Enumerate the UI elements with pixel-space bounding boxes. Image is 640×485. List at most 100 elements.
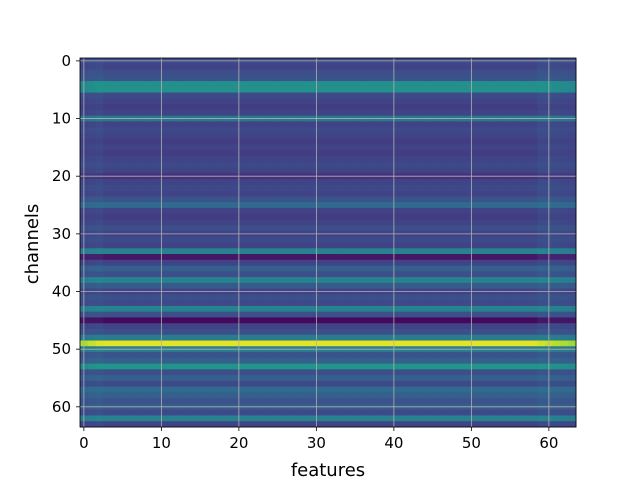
heatmap-cell bbox=[204, 109, 213, 117]
heatmap-cell bbox=[297, 311, 306, 318]
heatmap-cell bbox=[366, 179, 375, 186]
heatmap-cell bbox=[521, 150, 530, 157]
heatmap-cell bbox=[87, 375, 96, 382]
heatmap-cell bbox=[103, 190, 112, 197]
heatmap-cell bbox=[118, 254, 127, 261]
heatmap-cell bbox=[475, 104, 484, 111]
heatmap-cell bbox=[459, 415, 468, 422]
heatmap-cell bbox=[351, 92, 360, 99]
heatmap-cell bbox=[165, 144, 174, 151]
heatmap-cell bbox=[126, 109, 135, 117]
heatmap-cell bbox=[258, 167, 267, 174]
heatmap-cell bbox=[351, 144, 360, 151]
heatmap-cell bbox=[118, 98, 127, 105]
heatmap-cell bbox=[304, 300, 313, 307]
heatmap-cell bbox=[413, 282, 422, 290]
heatmap-cell bbox=[452, 282, 461, 290]
heatmap-cell bbox=[258, 421, 267, 428]
heatmap-cell bbox=[111, 63, 120, 71]
heatmap-cell bbox=[475, 179, 484, 186]
heatmap-cell bbox=[405, 415, 414, 422]
heatmap-cell bbox=[87, 248, 96, 255]
heatmap-cell bbox=[118, 392, 127, 399]
heatmap-cell bbox=[428, 271, 437, 278]
heatmap-cell bbox=[126, 75, 135, 82]
heatmap-cell bbox=[126, 380, 135, 388]
heatmap-cell bbox=[188, 369, 197, 376]
heatmap-cell bbox=[134, 340, 143, 347]
heatmap-cell bbox=[452, 207, 461, 215]
heatmap-cell bbox=[405, 202, 414, 209]
heatmap-cell bbox=[405, 265, 414, 272]
heatmap-cell bbox=[118, 415, 127, 422]
heatmap-cell bbox=[413, 202, 422, 209]
heatmap-cell bbox=[126, 225, 135, 232]
heatmap-cell bbox=[126, 375, 135, 382]
heatmap-cell bbox=[173, 392, 182, 399]
heatmap-cell bbox=[436, 219, 445, 226]
heatmap-cell bbox=[421, 398, 430, 405]
heatmap-cell bbox=[483, 207, 492, 215]
heatmap-cell bbox=[211, 300, 220, 307]
heatmap-cell bbox=[459, 421, 468, 428]
heatmap-cell bbox=[95, 63, 104, 71]
heatmap-cell bbox=[483, 317, 492, 324]
heatmap-cell bbox=[188, 127, 197, 134]
heatmap-cell bbox=[180, 369, 189, 376]
heatmap-cell bbox=[180, 375, 189, 382]
heatmap-cell bbox=[366, 127, 375, 134]
heatmap-cell bbox=[498, 375, 507, 382]
heatmap-cell bbox=[328, 184, 337, 192]
heatmap-cell bbox=[475, 294, 484, 301]
heatmap-cell bbox=[568, 334, 577, 342]
heatmap-cell bbox=[382, 248, 391, 255]
heatmap-cell bbox=[335, 357, 344, 365]
heatmap-cell bbox=[382, 109, 391, 117]
heatmap-cell bbox=[118, 161, 127, 169]
heatmap-cell bbox=[165, 213, 174, 220]
heatmap-cell bbox=[506, 386, 515, 393]
heatmap-cell bbox=[95, 328, 104, 336]
heatmap-cell bbox=[142, 156, 151, 163]
heatmap-cell bbox=[521, 421, 530, 428]
heatmap-cell bbox=[273, 352, 282, 359]
heatmap-cell bbox=[359, 248, 368, 255]
heatmap-cell bbox=[118, 277, 127, 284]
heatmap-cell bbox=[475, 421, 484, 428]
heatmap-cell bbox=[118, 248, 127, 255]
heatmap-cell bbox=[366, 282, 375, 290]
heatmap-cell bbox=[126, 86, 135, 94]
heatmap-cell bbox=[266, 63, 275, 71]
heatmap-cell bbox=[297, 392, 306, 399]
heatmap-cell bbox=[219, 369, 228, 376]
heatmap-cell bbox=[521, 242, 530, 249]
heatmap-cell bbox=[289, 340, 298, 347]
heatmap-cell bbox=[413, 127, 422, 134]
heatmap-cell bbox=[506, 369, 515, 376]
heatmap-cell bbox=[506, 109, 515, 117]
heatmap-cell bbox=[459, 86, 468, 94]
x-tick-label: 20 bbox=[229, 434, 248, 452]
heatmap-cell bbox=[343, 357, 352, 365]
heatmap-cell bbox=[165, 92, 174, 99]
heatmap-cell bbox=[250, 132, 259, 140]
heatmap-cell bbox=[219, 127, 228, 134]
heatmap-cell bbox=[475, 277, 484, 284]
heatmap-cell bbox=[452, 334, 461, 342]
heatmap-cell bbox=[537, 202, 546, 209]
heatmap-cell bbox=[436, 375, 445, 382]
heatmap-cell bbox=[560, 167, 569, 174]
heatmap-cell bbox=[134, 317, 143, 324]
heatmap-cell bbox=[188, 254, 197, 261]
heatmap-cell bbox=[219, 415, 228, 422]
heatmap-cell bbox=[452, 392, 461, 399]
heatmap-cell bbox=[374, 69, 383, 76]
heatmap-cell bbox=[289, 294, 298, 301]
heatmap-cell bbox=[428, 86, 437, 94]
heatmap-cell bbox=[459, 207, 468, 215]
heatmap-cell bbox=[304, 340, 313, 347]
heatmap-cell bbox=[328, 121, 337, 128]
heatmap-cell bbox=[506, 380, 515, 388]
heatmap-cell bbox=[297, 213, 306, 220]
heatmap-cell bbox=[498, 144, 507, 151]
